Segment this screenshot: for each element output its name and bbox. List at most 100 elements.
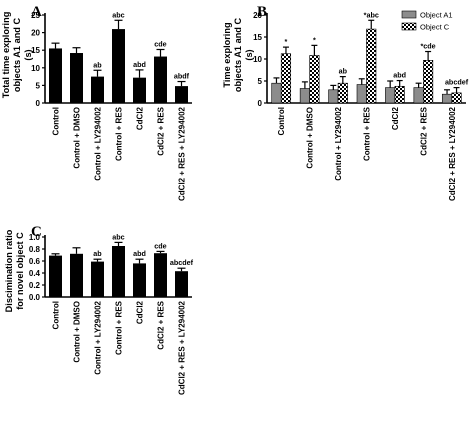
- bar: [49, 255, 62, 297]
- panel-b-letter: B: [257, 4, 267, 20]
- bar-object-c: [337, 82, 348, 104]
- panel-c-ylabel-line2: for novel object C: [15, 232, 25, 310]
- bar-object-c: [451, 92, 462, 104]
- bar-object-a1: [328, 89, 339, 104]
- bar: [91, 261, 104, 297]
- significance-label: abdf: [174, 72, 190, 81]
- y-tick-label: 0.4: [29, 269, 41, 278]
- category-label: CdCl2: [136, 300, 145, 324]
- y-tick-label: 15: [253, 33, 262, 42]
- significance-label: ab: [93, 249, 102, 258]
- bar: [70, 53, 83, 103]
- y-tick-label: 5: [36, 81, 41, 90]
- category-label: Control: [277, 107, 286, 135]
- panel-a-ylabel-line1: Total time exploring: [1, 12, 11, 99]
- category-label: CdCl2 + RES + LY294002: [178, 106, 187, 201]
- bar-object-c: [423, 60, 434, 104]
- category-label: CdCl2 + RES + LY294002: [448, 106, 457, 201]
- bar-object-c: [394, 85, 405, 104]
- bar: [133, 263, 146, 297]
- category-label: Control: [52, 107, 61, 135]
- bar-object-a1: [441, 93, 453, 104]
- significance-label: cde: [154, 39, 166, 48]
- category-label: CdCl2: [136, 106, 145, 130]
- legend-label: Object A1: [420, 11, 453, 20]
- y-tick-label: 5: [258, 77, 263, 86]
- significance-label: abcdef: [170, 258, 194, 267]
- bar: [70, 253, 83, 297]
- bar-object-c: [366, 28, 377, 104]
- y-tick-label: 25: [31, 11, 40, 20]
- significance-label: abcdef: [445, 78, 469, 87]
- significance-label: cde: [154, 241, 166, 250]
- category-label: CdCl2 + RES: [157, 300, 166, 349]
- bar: [49, 48, 62, 103]
- bar-object-c: [280, 53, 292, 104]
- panel-b-ylabel-line2: objects A1 and C: [233, 18, 243, 93]
- y-tick-label: 10: [31, 64, 40, 73]
- panel-a: A Total time exploring objects A1 and C …: [1, 4, 192, 201]
- significance-label: abd: [133, 60, 146, 69]
- bar: [175, 86, 188, 103]
- bar: [175, 271, 188, 297]
- significance-label: ab: [93, 60, 102, 69]
- bar: [154, 253, 167, 297]
- bar: [154, 56, 167, 103]
- category-label: Control + RES: [115, 300, 124, 355]
- y-tick-label: 10: [253, 55, 262, 64]
- bar: [133, 77, 146, 103]
- panel-b-ylabel-line3: (s): [244, 49, 254, 60]
- panel-b: B Time exploring objects A1 and C (s) 0 5…: [222, 4, 469, 201]
- bar-object-a1: [299, 88, 310, 104]
- significance-label: abd: [133, 249, 146, 258]
- bar-object-c: [309, 55, 320, 104]
- legend-swatch-object-a1: [401, 10, 417, 19]
- significance-label: *: [313, 35, 316, 44]
- bar-object-a1: [356, 84, 367, 104]
- significance-label: abc: [112, 10, 124, 19]
- category-label: CdCl2: [391, 106, 400, 130]
- bar: [112, 29, 125, 103]
- legend-label: Object C: [420, 23, 450, 32]
- category-label: Control + LY294002: [94, 106, 103, 180]
- category-label: Control + DMSO: [73, 107, 82, 169]
- category-label: Control + LY294002: [94, 300, 103, 374]
- panel-a-ylabel-line3: (s): [23, 49, 33, 60]
- y-tick-label: 0: [36, 99, 41, 108]
- significance-label: *abc: [364, 10, 379, 19]
- y-tick-label: 20: [31, 29, 40, 38]
- y-tick-label: 20: [253, 11, 262, 20]
- legend-swatch-object-c: [401, 22, 417, 31]
- significance-label: abc: [112, 232, 124, 241]
- y-tick-label: 0.0: [29, 293, 41, 302]
- significance-label: abd: [393, 71, 406, 80]
- category-label: Control + DMSO: [306, 107, 315, 169]
- bar: [112, 246, 125, 297]
- panel-a-ylabel-line2: objects A1 and C: [12, 18, 22, 93]
- significance-label: *cde: [421, 42, 436, 51]
- y-tick-label: 1.0: [29, 233, 41, 242]
- bar-object-a1: [271, 82, 282, 104]
- category-label: Control + RES: [363, 106, 372, 161]
- panel-a-letter: A: [31, 4, 42, 20]
- category-label: CdCl2 + RES: [157, 106, 166, 155]
- significance-label: *: [285, 37, 288, 46]
- category-label: Control + RES: [115, 106, 124, 161]
- bar-object-a1: [413, 87, 424, 104]
- category-label: CdCl2 + RES + LY294002: [178, 300, 187, 395]
- bar: [91, 76, 104, 103]
- category-label: Control + DMSO: [73, 301, 82, 363]
- category-label: Control: [52, 301, 61, 329]
- y-tick-label: 0.6: [29, 257, 41, 266]
- significance-label: ab: [339, 67, 348, 76]
- y-tick-label: 0.8: [29, 245, 41, 254]
- panel-b-legend: Object A1 Object C: [401, 10, 453, 32]
- y-tick-label: 15: [31, 46, 40, 55]
- panel-b-ylabel-line1: Time exploring: [222, 22, 232, 87]
- category-label: Control + LY294002: [334, 106, 343, 180]
- panel-c: C Discimination ratio for novel object C…: [4, 224, 194, 395]
- panel-c-letter: C: [31, 224, 42, 240]
- y-tick-label: 0.2: [29, 281, 41, 290]
- bar-object-a1: [385, 87, 396, 104]
